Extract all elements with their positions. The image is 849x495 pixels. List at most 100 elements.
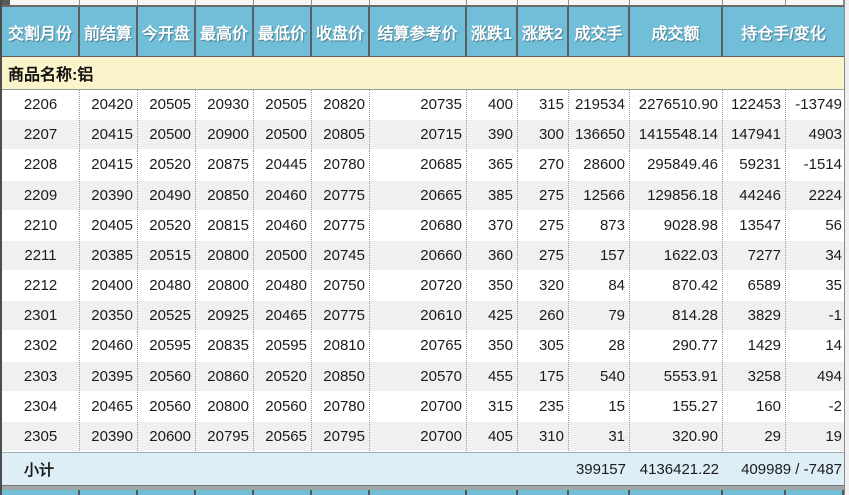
cell-change1: 425 bbox=[467, 301, 518, 331]
bottom-sliver bbox=[2, 490, 844, 495]
table-row[interactable]: 2303 20395 20560 20860 20520 20850 20570… bbox=[2, 361, 844, 392]
table-row[interactable]: 2206 20420 20505 20930 20505 20820 20735… bbox=[2, 90, 844, 121]
cell-prev-settlement: 20405 bbox=[80, 210, 138, 240]
cell-delivery-month: 2301 bbox=[2, 301, 80, 331]
cell-high: 20900 bbox=[196, 120, 254, 150]
cell-open-interest-change: 2224 bbox=[808, 186, 842, 204]
commodity-name-row: 商品名称:铝 bbox=[2, 57, 844, 90]
cell-high: 20835 bbox=[196, 331, 254, 361]
cell-prev-settlement: 20465 bbox=[80, 391, 138, 421]
cell-open: 20505 bbox=[138, 90, 196, 120]
subtotal-label: 小计 bbox=[24, 461, 55, 479]
cell-close: 20775 bbox=[312, 210, 370, 240]
table-row[interactable]: 2301 20350 20525 20925 20465 20775 20610… bbox=[2, 301, 844, 332]
column-guide bbox=[569, 490, 630, 495]
cell-open-interest-change: -13749 bbox=[795, 96, 842, 114]
cell-delivery-month: 2303 bbox=[2, 361, 80, 391]
cell-change2: 260 bbox=[518, 301, 569, 331]
column-guide bbox=[467, 490, 518, 495]
cell-turnover: 1622.03 bbox=[630, 240, 723, 271]
column-guide bbox=[723, 0, 786, 5]
cell-low: 20445 bbox=[254, 150, 312, 180]
cell-volume: 12566 bbox=[569, 180, 630, 210]
cell-high: 20800 bbox=[196, 271, 254, 301]
column-header-11: 成交额 bbox=[630, 7, 723, 56]
cell-turnover: 9028.98 bbox=[630, 210, 723, 240]
column-guide bbox=[138, 490, 196, 495]
cell-prev-settlement: 20415 bbox=[80, 120, 138, 150]
cell-delivery-month: 2305 bbox=[2, 421, 80, 452]
cell-prev-settlement: 20460 bbox=[80, 331, 138, 361]
cell-settlement-ref: 20715 bbox=[370, 120, 467, 150]
cell-turnover: 2276510.90 bbox=[630, 90, 723, 120]
table-row[interactable]: 2212 20400 20480 20800 20480 20750 20720… bbox=[2, 271, 844, 302]
column-guide bbox=[138, 0, 196, 5]
cell-close: 20780 bbox=[312, 391, 370, 421]
column-guide bbox=[518, 490, 569, 495]
cell-change2: 235 bbox=[518, 391, 569, 421]
table-row[interactable]: 2302 20460 20595 20835 20595 20810 20765… bbox=[2, 331, 844, 362]
cell-close: 20745 bbox=[312, 240, 370, 271]
cell-change1: 405 bbox=[467, 421, 518, 452]
cell-turnover: 290.77 bbox=[630, 331, 723, 361]
cell-change1: 350 bbox=[467, 331, 518, 361]
cell-high: 20850 bbox=[196, 180, 254, 210]
column-header-9: 涨跌2 bbox=[518, 7, 569, 56]
top-sliver bbox=[2, 0, 844, 7]
cell-open-interest-change: 14 bbox=[825, 337, 842, 355]
cell-low: 20560 bbox=[254, 391, 312, 421]
cell-high: 20860 bbox=[196, 361, 254, 391]
cell-volume: 540 bbox=[569, 361, 630, 391]
cell-change2: 275 bbox=[518, 240, 569, 271]
cell-open-interest: 7277 bbox=[723, 240, 786, 271]
cell-settlement-ref: 20685 bbox=[370, 150, 467, 180]
column-header-1: 交割月份 bbox=[2, 7, 80, 56]
cell-change1: 385 bbox=[467, 180, 518, 210]
cell-change2: 310 bbox=[518, 421, 569, 452]
subtotal-turnover: 4136421.22 bbox=[639, 460, 719, 478]
column-guide bbox=[630, 0, 723, 5]
cell-open: 20520 bbox=[138, 150, 196, 180]
column-guide bbox=[467, 0, 518, 5]
cell-low: 20460 bbox=[254, 180, 312, 210]
cell-high: 20815 bbox=[196, 210, 254, 240]
column-guide bbox=[370, 490, 467, 495]
cell-low: 20595 bbox=[254, 331, 312, 361]
cell-open-interest: 44246 bbox=[723, 180, 786, 210]
header-row: 交割月份 前结算 今开盘 最高价 最低价 收盘价 结算参考价 涨跌1 涨跌2 成交手 成交额 持仓手/… bbox=[2, 7, 844, 57]
column-guide bbox=[630, 490, 723, 495]
table-row[interactable]: 2211 20385 20515 20800 20500 20745 20660… bbox=[2, 240, 844, 272]
cell-volume: 157 bbox=[569, 240, 630, 271]
cell-turnover: 295849.46 bbox=[630, 150, 723, 180]
cell-change2: 300 bbox=[518, 120, 569, 150]
table-row[interactable]: 2207 20415 20500 20900 20500 20805 20715… bbox=[2, 120, 844, 151]
column-guide bbox=[254, 490, 312, 495]
column-header-12: 持仓手/变化 bbox=[741, 25, 826, 43]
cell-change1: 390 bbox=[467, 120, 518, 150]
cell-open-interest: 3829 bbox=[723, 301, 786, 331]
table-row[interactable]: 2305 20390 20600 20795 20565 20795 20700… bbox=[2, 421, 844, 453]
cell-settlement-ref: 20735 bbox=[370, 90, 467, 120]
cell-change1: 455 bbox=[467, 361, 518, 391]
cell-settlement-ref: 20700 bbox=[370, 391, 467, 421]
cell-delivery-month: 2302 bbox=[2, 331, 80, 361]
table-row[interactable]: 2304 20465 20560 20800 20560 20780 20700… bbox=[2, 391, 844, 422]
table-row[interactable]: 2209 20390 20490 20850 20460 20775 20665… bbox=[2, 180, 844, 211]
cell-open-interest-change: 56 bbox=[825, 216, 842, 234]
column-guide bbox=[370, 0, 467, 5]
cell-settlement-ref: 20700 bbox=[370, 421, 467, 452]
cell-change1: 350 bbox=[467, 271, 518, 301]
table-row[interactable]: 2208 20415 20520 20875 20445 20780 20685… bbox=[2, 150, 844, 181]
column-guide bbox=[312, 0, 370, 5]
table-row[interactable]: 2210 20405 20520 20815 20460 20775 20680… bbox=[2, 210, 844, 241]
section-divider bbox=[2, 485, 844, 490]
cell-high: 20930 bbox=[196, 90, 254, 120]
cell-prev-settlement: 20395 bbox=[80, 361, 138, 391]
cell-close: 20820 bbox=[312, 90, 370, 120]
cell-delivery-month: 2209 bbox=[2, 180, 80, 210]
cell-volume: 873 bbox=[569, 210, 630, 240]
cell-delivery-month: 2304 bbox=[2, 391, 80, 421]
cell-delivery-month: 2208 bbox=[2, 150, 80, 180]
